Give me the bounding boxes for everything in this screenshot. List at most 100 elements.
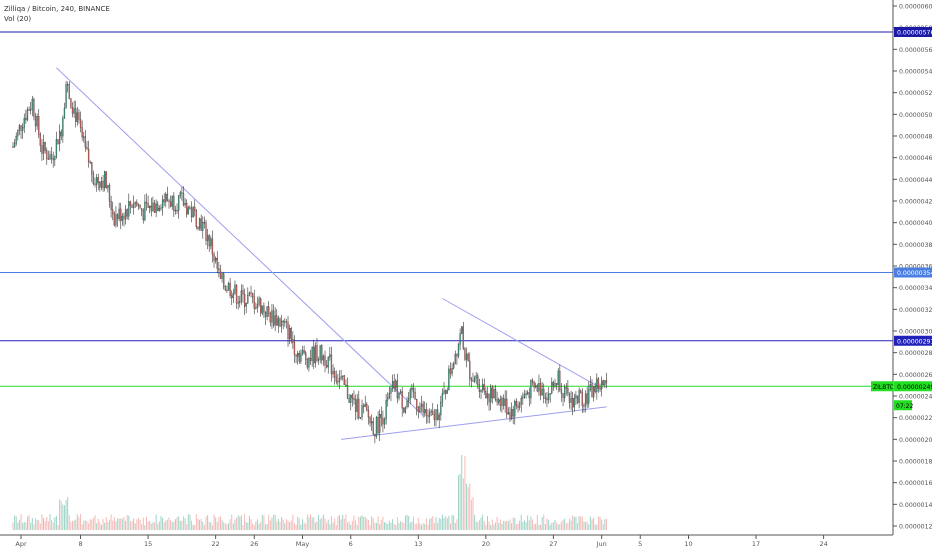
volume-bar [369,525,371,530]
candle-body [139,204,141,209]
volume-bar [332,522,334,530]
volume-bar [208,521,210,530]
volume-bar [387,523,389,530]
candle-body [391,381,394,389]
time-tick-label: 20 [482,540,490,548]
candle-body [137,204,140,206]
candle-body [348,398,350,403]
volume-bar [210,522,212,530]
volume-bar [583,521,585,530]
candle-body [390,388,392,394]
candle-body [398,393,400,399]
candle-body [86,147,88,150]
candle-body [334,371,336,378]
candle-body [588,389,590,404]
candle-body [411,387,413,390]
volume-bar [585,522,587,530]
candle-body [129,201,132,206]
volume-bar [311,517,313,530]
volume-bar [496,517,498,530]
volume-bar [72,520,74,530]
volume-bar [559,524,561,530]
volume-bar [57,524,59,530]
candle-body [430,410,432,413]
candle-body [301,350,304,354]
candle-body [321,345,323,361]
candle-body [31,99,33,110]
volume-bar [363,516,365,530]
candle-body [432,410,434,415]
volume-bar [126,514,128,530]
volume-bar [234,519,236,530]
volume-bar [67,497,69,530]
candle-body [475,375,477,379]
candle-body [512,409,514,417]
volume-bar [322,514,324,530]
candle-body [592,386,595,398]
time-tick-label: 6 [349,540,353,548]
candle-body [353,397,355,400]
candle-body [223,273,225,287]
volume-bar [543,514,545,530]
volume-bar [467,487,469,530]
candle-body [383,419,386,425]
time-tick-label: 13 [414,540,422,548]
candle-body [166,193,169,201]
volume-bar [14,515,16,530]
volume-bar [599,516,601,530]
level-price-label: 0.00000249 [897,384,932,391]
countdown-tag [894,400,912,411]
countdown-label: 07:22 [896,403,913,410]
time-tick-label: 17 [752,540,760,548]
candle-body [245,302,247,307]
volume-bar [449,523,451,530]
candle-body [210,238,212,247]
volume-bar [565,523,567,530]
volume-bar [173,521,175,530]
candle-body [250,292,252,294]
candle-body [393,381,395,388]
candle-body [403,408,405,413]
candle-body [258,298,260,305]
volume-bar [519,520,521,530]
volume-bar [396,517,398,530]
candle-body [420,403,423,407]
candle-body [41,145,43,154]
volume-bar [55,515,57,530]
candle-body [472,380,474,382]
volume-bar [76,514,78,530]
candle-body [533,382,535,388]
candle-body [208,235,210,247]
volume-bar [136,519,138,530]
volume-bar [30,522,32,530]
time-tick-label: 24 [819,540,827,548]
volume-bar [285,519,287,530]
candle-body [433,414,436,420]
volume-bar [551,522,553,530]
candle-body [60,131,62,137]
volume-bar [334,518,336,530]
candle-body [20,125,22,131]
candle-body [361,405,363,418]
candle-body [539,383,542,396]
volume-bar [355,520,357,530]
candle-body [544,397,547,399]
volume-bar [121,518,123,530]
volume-bar [46,516,48,530]
candle-body [477,375,479,385]
volume-bar [141,524,143,530]
candle-body [28,109,30,111]
volume-bar [269,520,271,530]
candle-body [517,405,519,408]
candle-body [239,301,241,303]
volume-bar [417,517,419,530]
volume-bar [414,523,416,530]
volume-bar [31,517,33,530]
volume-bar [194,525,196,530]
candle-body [147,203,149,208]
volume-bar [100,524,102,530]
volume-bar [240,515,242,530]
